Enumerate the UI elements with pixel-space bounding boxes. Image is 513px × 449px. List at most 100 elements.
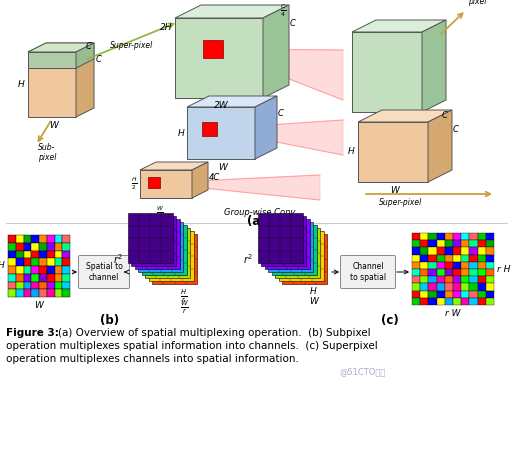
Polygon shape (358, 110, 452, 122)
Polygon shape (187, 107, 255, 159)
Polygon shape (76, 43, 94, 68)
Bar (54, 274, 62, 282)
Text: C: C (442, 110, 448, 119)
Bar (469, 276, 478, 283)
Text: Super-pixel: Super-pixel (380, 198, 423, 207)
Bar (24, 258, 31, 266)
Bar (420, 240, 428, 247)
Text: H: H (0, 261, 5, 270)
Polygon shape (154, 175, 320, 200)
Bar (62, 243, 70, 251)
Polygon shape (210, 120, 343, 155)
Polygon shape (148, 231, 193, 281)
Bar (24, 266, 31, 274)
Text: $r^2$: $r^2$ (113, 252, 124, 266)
Polygon shape (28, 43, 94, 52)
Text: H: H (309, 287, 316, 296)
Bar (8, 258, 16, 266)
Bar (478, 298, 486, 305)
Bar (16, 266, 24, 274)
Bar (469, 247, 478, 255)
Bar (469, 262, 478, 269)
Bar (16, 274, 24, 282)
Bar (420, 283, 428, 291)
Polygon shape (261, 216, 306, 266)
Bar (428, 240, 437, 247)
Polygon shape (263, 5, 289, 98)
Bar (31, 243, 39, 251)
Text: (c): (c) (381, 314, 399, 327)
Bar (428, 233, 437, 240)
Polygon shape (175, 18, 263, 98)
Bar (8, 266, 16, 274)
Bar (47, 251, 54, 258)
Bar (8, 235, 16, 243)
Bar (437, 262, 445, 269)
Text: $\frac{C}{4}$: $\frac{C}{4}$ (280, 2, 286, 19)
Bar (31, 251, 39, 258)
Bar (445, 269, 453, 276)
Bar (469, 291, 478, 298)
Text: H: H (177, 128, 184, 137)
Bar (8, 251, 16, 258)
Text: 4C: 4C (209, 173, 220, 182)
Bar (461, 291, 469, 298)
Polygon shape (131, 216, 176, 266)
Bar (437, 247, 445, 255)
Bar (62, 274, 70, 282)
Bar (478, 262, 486, 269)
Text: $r^2$: $r^2$ (243, 252, 253, 266)
Bar (412, 269, 420, 276)
Bar (478, 247, 486, 255)
Text: Sub-
pixel: Sub- pixel (38, 143, 56, 163)
Bar (437, 283, 445, 291)
Polygon shape (138, 222, 183, 272)
Polygon shape (76, 43, 94, 117)
Bar (412, 233, 420, 240)
Bar (445, 255, 453, 262)
Polygon shape (192, 162, 208, 198)
Bar (47, 243, 54, 251)
Text: $\frac{W}{r}$: $\frac{W}{r}$ (180, 298, 188, 316)
Bar (453, 283, 461, 291)
Bar (469, 298, 478, 305)
Bar (428, 262, 437, 269)
Bar (39, 274, 47, 282)
Bar (412, 283, 420, 291)
Text: H: H (348, 148, 355, 157)
Polygon shape (428, 110, 452, 182)
Bar (437, 240, 445, 247)
Bar (148, 177, 160, 188)
Bar (54, 282, 62, 289)
Text: (a): (a) (247, 215, 265, 228)
Bar (453, 255, 461, 262)
Polygon shape (152, 234, 197, 284)
Polygon shape (145, 228, 190, 278)
Bar (486, 269, 494, 276)
Text: W: W (219, 163, 227, 172)
Text: W: W (50, 121, 58, 130)
Polygon shape (265, 219, 309, 269)
Bar (461, 283, 469, 291)
Polygon shape (282, 234, 327, 284)
Bar (16, 289, 24, 297)
Bar (437, 255, 445, 262)
Text: $\frac{H}{r}$: $\frac{H}{r}$ (180, 287, 187, 304)
Text: operation multiplexes channels into spatial information.: operation multiplexes channels into spat… (6, 354, 299, 364)
Bar (54, 251, 62, 258)
Bar (412, 291, 420, 298)
Bar (428, 247, 437, 255)
Bar (437, 233, 445, 240)
Text: C: C (278, 109, 284, 118)
Bar (445, 291, 453, 298)
Bar (486, 240, 494, 247)
Bar (428, 255, 437, 262)
Polygon shape (128, 213, 172, 263)
Bar (453, 276, 461, 283)
Bar (486, 298, 494, 305)
Bar (62, 235, 70, 243)
Polygon shape (255, 96, 277, 159)
Bar (8, 243, 16, 251)
Bar (16, 282, 24, 289)
Bar (202, 122, 217, 136)
